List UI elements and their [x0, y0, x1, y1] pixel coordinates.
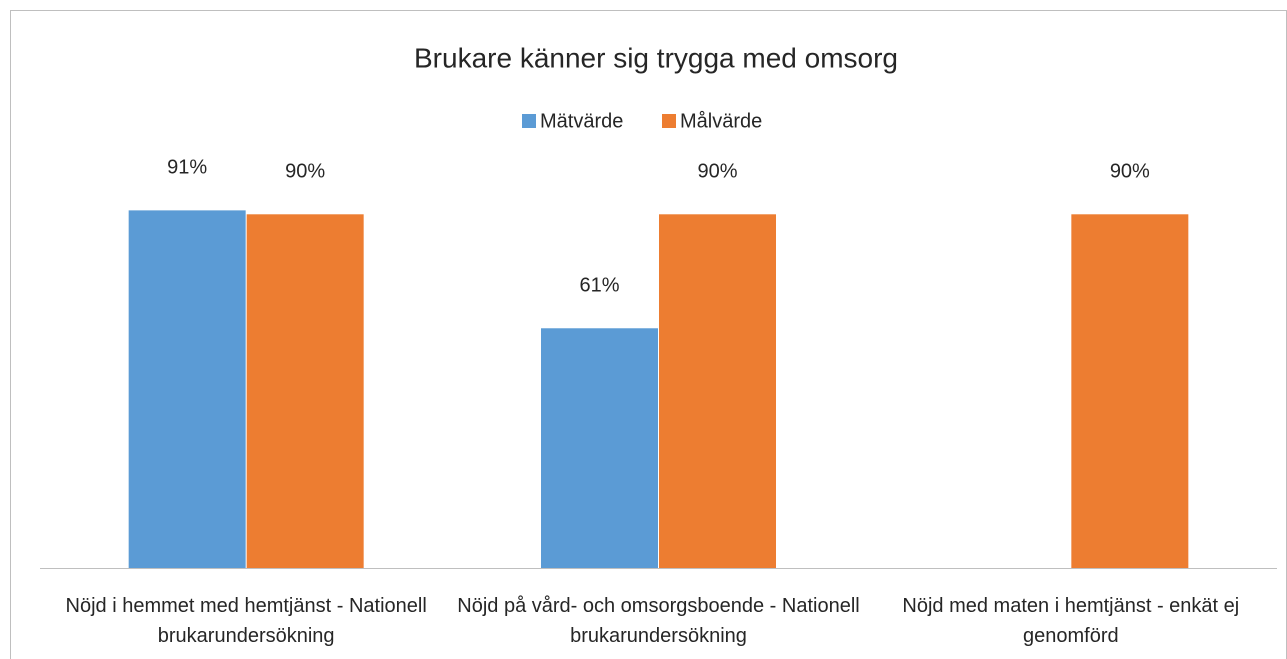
legend-swatch	[662, 114, 676, 128]
legend-swatch	[522, 114, 536, 128]
legend-label: Målvärde	[680, 110, 762, 132]
data-label: 61%	[579, 275, 619, 297]
bar	[246, 214, 364, 569]
data-label: 90%	[285, 161, 325, 183]
bar	[128, 210, 246, 568]
x-tick-label: Nöjd i hemmet med hemtjänst - Nationell …	[65, 595, 427, 647]
data-label: 90%	[1110, 161, 1150, 183]
legend-label: Mätvärde	[540, 110, 623, 132]
data-label: 91%	[167, 157, 207, 179]
x-tick-label: Nöjd med maten i hemtjänst - enkät ej ge…	[902, 595, 1240, 647]
bar	[659, 214, 776, 569]
data-label: 90%	[697, 161, 737, 183]
bar	[541, 328, 658, 568]
chart-title: Brukare känner sig trygga med omsorg	[414, 42, 898, 73]
bar	[1071, 214, 1189, 569]
x-tick-label: Nöjd på vård- och omsorgsboende - Nation…	[457, 595, 860, 647]
